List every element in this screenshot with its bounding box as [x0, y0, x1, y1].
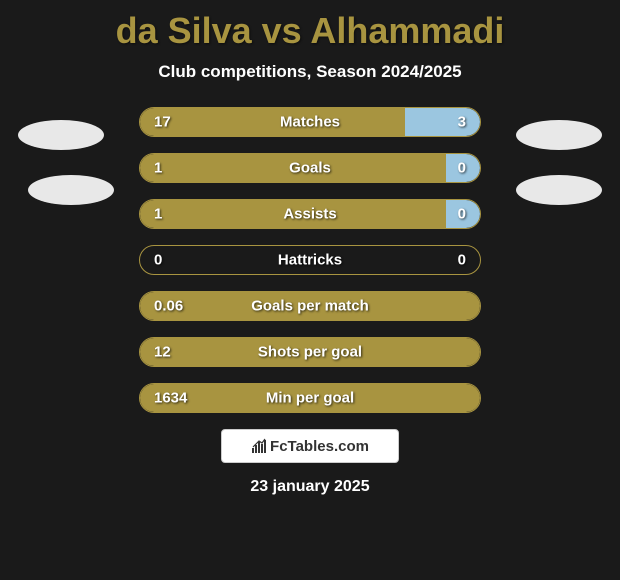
stat-bar-left-fill [140, 108, 405, 136]
stat-value-right: 0 [458, 252, 466, 269]
stat-label: Min per goal [266, 390, 354, 407]
stat-label: Goals per match [251, 298, 369, 315]
stat-bar: Assists 1 0 [139, 199, 481, 229]
player-right-avatar-2 [516, 175, 602, 205]
date-text: 23 january 2025 [0, 478, 620, 496]
player-left-avatar-1 [18, 120, 104, 150]
stat-label: Matches [280, 114, 340, 131]
stat-bar: Hattricks 0 0 [139, 245, 481, 275]
stat-bar: Goals 1 0 [139, 153, 481, 183]
stat-value-left: 12 [154, 344, 171, 361]
comparison-subtitle: Club competitions, Season 2024/2025 [0, 62, 620, 82]
logo-box[interactable]: FcTables.com [221, 429, 399, 463]
logo-label: FcTables.com [270, 438, 369, 455]
player-right-avatar-1 [516, 120, 602, 150]
stat-value-right: 3 [458, 114, 466, 131]
chart-icon [251, 438, 267, 454]
stat-value-left: 1 [154, 160, 162, 177]
stat-value-left: 1634 [154, 390, 187, 407]
stat-value-right: 0 [458, 206, 466, 223]
stat-value-left: 0.06 [154, 298, 183, 315]
stat-bar: Goals per match 0.06 [139, 291, 481, 321]
logo-text: FcTables.com [251, 438, 369, 455]
stat-label: Goals [289, 160, 331, 177]
stat-label: Shots per goal [258, 344, 362, 361]
stat-label: Assists [283, 206, 336, 223]
stats-container: Matches173Goals10Assists10Hattricks00Goa… [139, 107, 481, 413]
stat-bar-right-fill [405, 108, 480, 136]
stat-bar: Shots per goal 12 [139, 337, 481, 367]
stat-bar: Min per goal 1634 [139, 383, 481, 413]
stat-value-left: 17 [154, 114, 171, 131]
stat-value-left: 1 [154, 206, 162, 223]
stat-label: Hattricks [278, 252, 342, 269]
stat-value-right: 0 [458, 160, 466, 177]
stat-value-left: 0 [154, 252, 162, 269]
comparison-title: da Silva vs Alhammadi [0, 0, 620, 52]
stat-bar: Matches 17 3 [139, 107, 481, 137]
player-left-avatar-2 [28, 175, 114, 205]
